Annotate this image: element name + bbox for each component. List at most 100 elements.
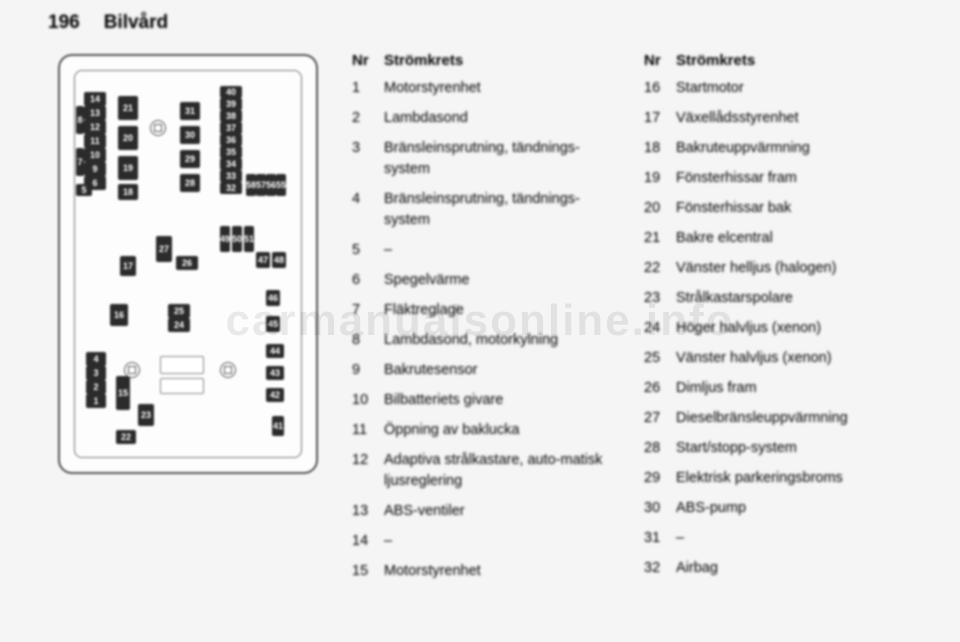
fuse-cell: 41 (272, 416, 284, 436)
row-number: 28 (644, 438, 666, 459)
fuse-cell: 40 (220, 86, 242, 98)
row-text: – (384, 531, 620, 552)
row-number: 13 (352, 501, 374, 522)
row-text: Spegelvärme (384, 270, 620, 291)
row-number: 21 (644, 228, 666, 249)
fuse-cell: 56 (266, 174, 276, 196)
row-text: Bilbatteriets givare (384, 390, 620, 411)
fuse-cell: 50 (232, 226, 242, 252)
fuse-cell: 37 (220, 122, 242, 134)
fuse-cell: 16 (110, 304, 128, 326)
fuse-cell: 10 (84, 148, 106, 162)
list-row: 30ABS-pump (644, 498, 912, 519)
list-row: 13 ABS-ventiler (352, 501, 620, 522)
list-row: 21 Bakre elcentral (644, 228, 912, 249)
row-text: Vänster helljus (halogen) (676, 258, 912, 279)
list-row: 9Bakrutesensor (352, 360, 620, 381)
fuse-cell: 34 (220, 158, 242, 170)
fuse-cell: 43 (266, 366, 284, 380)
row-number: 12 (352, 450, 374, 492)
row-number: 14 (352, 531, 374, 552)
row-text: – (384, 240, 620, 261)
row-number: 18 (644, 138, 666, 159)
fuse-cell: 29 (180, 150, 200, 168)
row-number: 25 (644, 348, 666, 369)
list-row: 14– (352, 531, 620, 552)
header-nr: Nr (352, 52, 374, 69)
circuit-list-right: Nr Strömkrets 16Startmotor 17Växellådssty… (644, 48, 912, 630)
screw-icon (150, 120, 166, 136)
list-row: 10 Bilbatteriets givare (352, 390, 620, 411)
row-text: Start/stopp-system (676, 438, 912, 459)
fuse-cell: 51 (244, 226, 254, 252)
list-row: 24Höger halvljus (xenon) (644, 318, 912, 339)
fuse-cell: 38 (220, 110, 242, 122)
row-text: Lambdasond, motorkylning (384, 330, 620, 351)
list-row: 23Strålkastarspolare (644, 288, 912, 309)
fuse-cell: 47 (256, 252, 270, 268)
slot-outline (160, 356, 204, 374)
fuse-cell: 3 (86, 366, 106, 380)
row-number: 31 (644, 528, 666, 549)
fuse-cell: 28 (180, 174, 200, 192)
fuse-cell: 30 (180, 126, 200, 144)
fuse-cell: 23 (138, 404, 154, 426)
row-number: 29 (644, 468, 666, 489)
list-row: 26Dimljus fram (644, 378, 912, 399)
row-text: ABS-ventiler (384, 501, 620, 522)
section-title: Bilvård (104, 12, 168, 34)
list-row: 15Motorstyrenhet (352, 561, 620, 582)
row-number: 32 (644, 558, 666, 579)
row-text: Vänster halvljus (xenon) (676, 348, 912, 369)
row-text: Bakre elcentral (676, 228, 912, 249)
list-row: 32Airbag (644, 558, 912, 579)
fuse-cell: 33 (220, 170, 242, 182)
list-row: 18Bakruteuppvärmning (644, 138, 912, 159)
row-number: 17 (644, 108, 666, 129)
fusebox-outline: 1413121110968752120191831302928403938373… (58, 54, 318, 474)
row-number: 26 (644, 378, 666, 399)
row-text: Höger halvljus (xenon) (676, 318, 912, 339)
row-text: Adaptiva strålkastare, auto-matisk ljusr… (384, 450, 620, 492)
row-number: 19 (644, 168, 666, 189)
list-row: 25 Vänster halvljus (xenon) (644, 348, 912, 369)
row-text: Bränsleinsprutning, tändnings-system (384, 138, 620, 180)
list-row: 28 Start/stopp-system (644, 438, 912, 459)
fuse-cell: 18 (118, 184, 138, 200)
fuse-cell: 4 (86, 352, 106, 366)
list-row: 4Bränsleinsprutning, tändnings-system (352, 189, 620, 231)
screw-icon (124, 362, 140, 378)
header-label: Strömkrets (676, 52, 755, 69)
fuse-cell: 31 (180, 102, 200, 120)
fuse-cell: 11 (84, 134, 106, 148)
fuse-cell: 22 (116, 430, 136, 444)
row-text: Elektrisk parkeringsbroms (676, 468, 912, 489)
fuse-cell: 1 (86, 394, 106, 408)
row-number: 16 (644, 78, 666, 99)
screw-icon (220, 362, 236, 378)
list-row: 16Startmotor (644, 78, 912, 99)
row-number: 10 (352, 390, 374, 411)
row-number: 3 (352, 138, 374, 180)
row-number: 20 (644, 198, 666, 219)
fuse-cell: 5 (76, 184, 92, 196)
fuse-cell: 45 (266, 316, 280, 332)
list-header: Nr Strömkrets (644, 52, 912, 70)
row-text: Fläktreglage (384, 300, 620, 321)
fuse-cell: 27 (156, 236, 172, 262)
row-number: 8 (352, 330, 374, 351)
list-row: 1 Motorstyrenhet (352, 78, 620, 99)
fuse-cell: 58 (246, 174, 256, 196)
list-row: 5– (352, 240, 620, 261)
row-number: 9 (352, 360, 374, 381)
row-text: Dieselbränsleuppvärmning (676, 408, 912, 429)
list-row: 12Adaptiva strålkastare, auto-matisk lju… (352, 450, 620, 492)
row-text: ABS-pump (676, 498, 912, 519)
fuse-cell: 19 (118, 156, 138, 180)
fuse-cell: 46 (266, 290, 280, 306)
page-number: 196 (48, 12, 80, 34)
row-text: Motorstyrenhet (384, 78, 620, 99)
list-row: 17Växellådsstyrenhet (644, 108, 912, 129)
row-number: 1 (352, 78, 374, 99)
row-text: Strålkastarspolare (676, 288, 912, 309)
